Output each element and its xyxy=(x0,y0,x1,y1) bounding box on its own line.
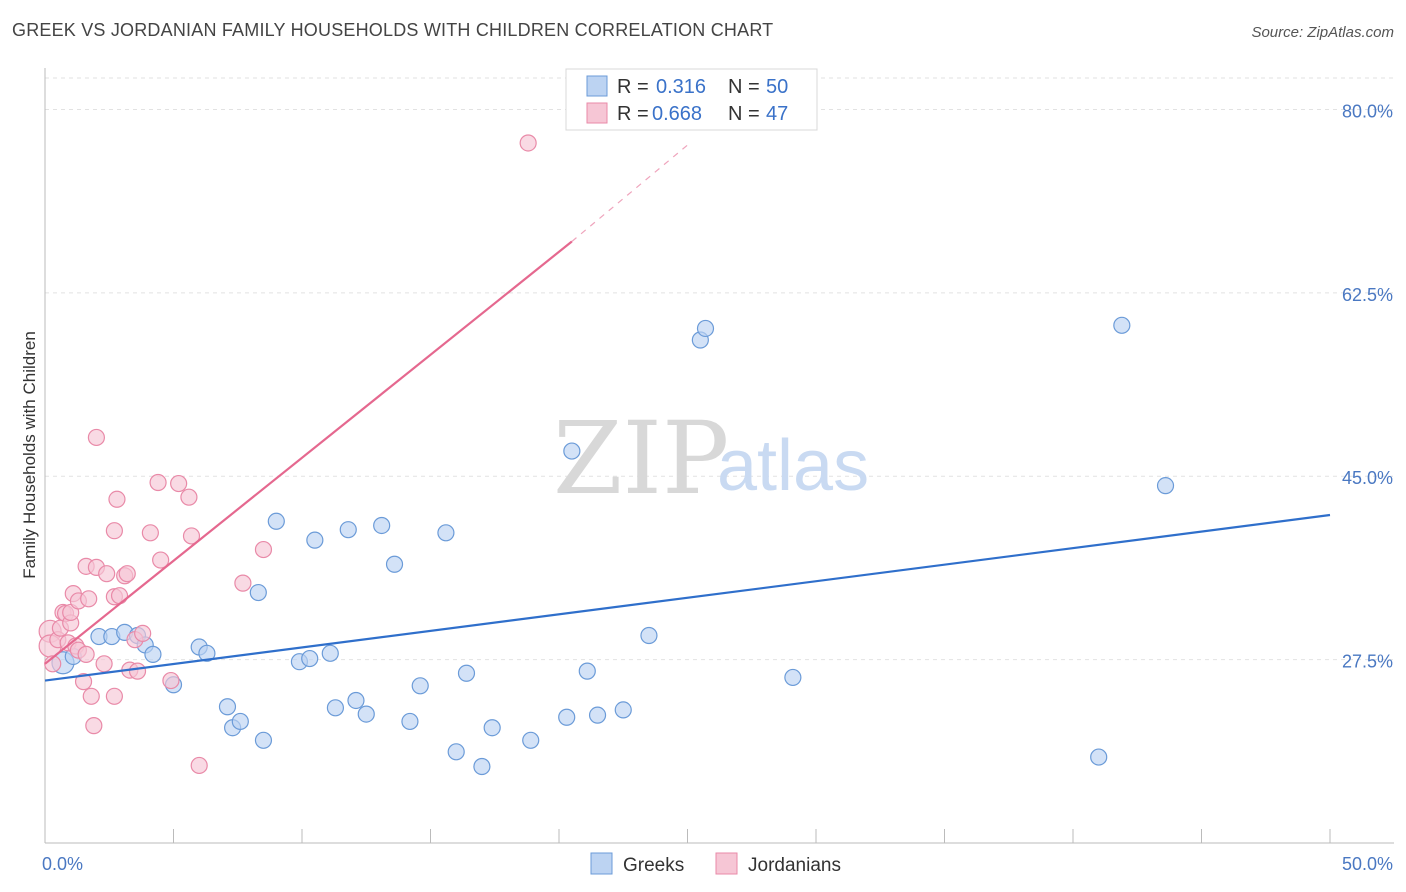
point-jordanians xyxy=(170,474,188,493)
point-jordanians xyxy=(149,473,167,492)
watermark: ZIP atlas xyxy=(553,400,869,517)
chart-title: GREEK VS JORDANIAN FAMILY HOUSEHOLDS WIT… xyxy=(12,20,774,40)
y-axis-label: Family Households with Children xyxy=(20,331,39,579)
point-jordanians xyxy=(118,565,136,583)
point-greeks xyxy=(614,701,632,719)
point-greeks xyxy=(301,649,319,668)
legend: R = 0.316 N = 50 R = 0.668 N = 47 xyxy=(565,68,818,131)
point-jordanians xyxy=(141,524,159,542)
trend-line-greeks xyxy=(44,513,1331,682)
x-tick-label: 50.0% xyxy=(1342,854,1393,874)
point-jordanians xyxy=(105,687,123,705)
y-tick-label: 80.0% xyxy=(1342,101,1393,121)
watermark-atlas: atlas xyxy=(717,426,869,506)
legend-n-label-jordanians: N = xyxy=(728,103,760,125)
point-greeks xyxy=(347,691,365,710)
point-greeks xyxy=(696,319,715,338)
bottom-legend: Greeks Jordanians xyxy=(590,852,841,876)
point-greeks xyxy=(522,731,540,749)
legend-box xyxy=(565,68,818,131)
point-greeks xyxy=(447,743,465,761)
y-tick-label: 45.0% xyxy=(1342,468,1393,488)
point-greeks xyxy=(254,731,273,749)
bottom-legend-label-jordanians: Jordanians xyxy=(748,855,841,876)
bottom-legend-label-greeks: Greeks xyxy=(623,855,684,876)
y-tick-label: 62.5% xyxy=(1342,285,1393,305)
point-greeks xyxy=(784,668,802,687)
point-greeks xyxy=(249,583,267,602)
point-jordanians xyxy=(134,624,152,643)
point-greeks xyxy=(357,705,375,723)
point-jordanians xyxy=(105,522,123,540)
trend-extension-jordanians xyxy=(571,144,688,242)
legend-n-label-greeks: N = xyxy=(728,76,760,98)
legend-n-value-jordanians: 47 xyxy=(766,103,788,125)
point-jordanians xyxy=(74,673,93,691)
point-greeks xyxy=(373,516,391,535)
point-jordanians xyxy=(190,756,208,775)
point-jordanians xyxy=(95,655,113,673)
point-greeks xyxy=(640,626,658,645)
x-tick-label: 0.0% xyxy=(42,854,83,874)
y-tick-label: 27.5% xyxy=(1342,652,1393,672)
point-jordanians xyxy=(98,565,116,583)
point-jordanians xyxy=(254,540,273,559)
axes: 80.0% 62.5% 45.0% 27.5% 0.0% 50.0% xyxy=(42,68,1394,874)
watermark-zip: ZIP xyxy=(553,400,729,517)
bottom-legend-swatch-greeks xyxy=(590,852,613,875)
chart-source: Source: ZipAtlas.com xyxy=(1251,24,1394,41)
trend-line-jordanians xyxy=(44,240,573,665)
point-jordanians xyxy=(519,134,537,152)
point-greeks xyxy=(558,708,576,726)
legend-r-value-jordanians: 0.668 xyxy=(652,103,702,125)
point-jordanians xyxy=(77,645,95,663)
point-jordanians xyxy=(162,671,180,690)
point-greeks xyxy=(563,442,581,460)
point-jordanians xyxy=(110,587,129,605)
point-jordanians xyxy=(234,574,252,592)
point-greeks xyxy=(385,555,404,573)
point-jordanians xyxy=(128,662,147,680)
point-greeks xyxy=(473,757,491,776)
point-jordanians xyxy=(152,551,170,569)
bottom-legend-swatch-jordanians xyxy=(715,852,738,875)
point-jordanians xyxy=(182,527,201,545)
point-greeks xyxy=(144,645,162,663)
point-greeks xyxy=(1090,748,1108,766)
point-jordanians xyxy=(82,687,100,705)
point-greeks xyxy=(321,644,339,662)
legend-swatch-greeks xyxy=(586,75,608,97)
point-greeks xyxy=(578,662,596,680)
legend-r-label-jordanians: R = xyxy=(617,103,649,125)
point-greeks xyxy=(437,524,455,542)
point-greeks xyxy=(1113,316,1131,334)
legend-swatch-jordanians xyxy=(586,102,608,124)
point-greeks xyxy=(218,698,237,716)
gridlines xyxy=(45,77,1394,661)
legend-r-value-greeks: 0.316 xyxy=(656,76,706,98)
point-jordanians xyxy=(85,717,103,735)
point-greeks xyxy=(306,531,324,549)
point-greeks xyxy=(588,706,607,724)
trend-lines xyxy=(44,144,1331,682)
point-jordanians xyxy=(87,428,106,447)
point-greeks xyxy=(401,712,419,731)
point-jordanians xyxy=(180,488,198,506)
point-jordanians xyxy=(108,490,126,508)
point-greeks xyxy=(457,664,476,682)
point-greeks xyxy=(483,719,501,737)
point-greeks xyxy=(1156,477,1175,495)
data-points xyxy=(38,134,1175,776)
point-greeks xyxy=(326,699,345,717)
point-greeks xyxy=(339,521,357,539)
point-greeks xyxy=(411,677,429,695)
point-greeks xyxy=(231,712,249,731)
point-jordanians xyxy=(80,590,98,608)
point-greeks xyxy=(198,644,216,662)
legend-n-value-greeks: 50 xyxy=(766,76,788,98)
point-greeks xyxy=(267,512,285,530)
legend-r-label-greeks: R = xyxy=(617,76,649,98)
